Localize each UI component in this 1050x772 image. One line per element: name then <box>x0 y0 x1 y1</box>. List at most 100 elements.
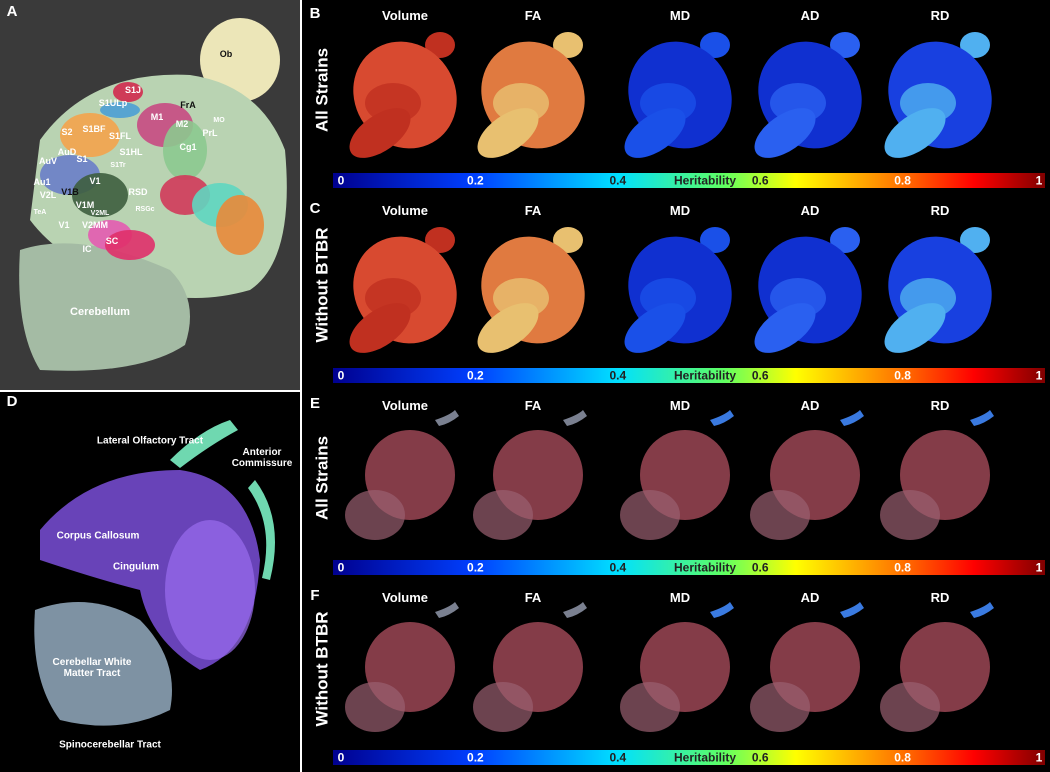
colorbar-tick-label: 1 <box>1035 750 1043 765</box>
region-label: V1 <box>58 220 70 231</box>
colorbar-tick-label: 0 <box>337 560 345 575</box>
colorbar <box>333 560 1045 575</box>
olfactory <box>830 32 860 58</box>
row-label: Without BTBR <box>312 611 332 727</box>
region-label: RSD <box>128 187 148 198</box>
column-title: MD <box>669 397 691 413</box>
cingulum <box>165 520 255 660</box>
tract-label: Anterior Commissure <box>231 447 293 469</box>
region-label: S1BF <box>82 124 106 135</box>
colorbar-tick-label: 1 <box>1035 368 1043 383</box>
cerebellum-top <box>477 108 539 158</box>
cerebellum-top <box>349 108 411 158</box>
column-title: MD <box>669 202 691 218</box>
cerebellum-top <box>754 108 816 158</box>
colorbar-tick-label: 0.6 <box>751 368 769 383</box>
cerebellum-side <box>473 682 533 732</box>
colorbar <box>333 750 1045 765</box>
colorbar-tick-label: 0.2 <box>467 173 484 188</box>
colorbar <box>333 173 1045 188</box>
colorbar-tick-label: 0.2 <box>467 560 484 575</box>
cerebellum-side <box>473 490 533 540</box>
region-label: S2 <box>61 127 73 138</box>
olfactory <box>960 227 990 253</box>
region-label: RSGc <box>135 206 155 214</box>
tract-label: Corpus Callosum <box>56 530 140 542</box>
brain-region <box>216 195 264 255</box>
colorbar-tick-label: 0.8 <box>894 368 911 383</box>
region-label: PrL <box>202 128 218 139</box>
panel-letter: F <box>310 586 320 604</box>
column-title: MD <box>669 7 691 23</box>
colorbar-title: Heritability <box>673 173 737 188</box>
region-label: AuV <box>39 156 57 167</box>
colorbar <box>333 368 1045 383</box>
tract-side <box>435 602 459 618</box>
column-title: AD <box>800 7 820 23</box>
colorbar-tick-label: 0 <box>337 368 345 383</box>
region-label: S1J <box>124 85 142 96</box>
region-label: S1FL <box>108 131 132 142</box>
region-label: M2 <box>175 119 189 130</box>
colorbar-tick-label: 0.4 <box>609 173 627 188</box>
colorbar-tick-label: 0.6 <box>751 560 769 575</box>
cerebellum-side <box>750 682 810 732</box>
cerebellum-top <box>884 303 946 353</box>
colorbar-tick-label: 0.8 <box>894 173 911 188</box>
cerebellum-top <box>349 303 411 353</box>
colorbar-tick-label: 0.6 <box>751 750 769 765</box>
colorbar-tick-label: 0.2 <box>467 368 484 383</box>
region-label: Ob <box>219 49 233 60</box>
brain-region <box>163 120 207 180</box>
region-label: S1ULp <box>98 98 128 109</box>
cerebellar-tract <box>34 602 173 726</box>
region-label: V1B <box>61 187 79 198</box>
tract-label: Cingulum <box>112 561 160 573</box>
column-title: FA <box>524 202 542 218</box>
olfactory <box>553 32 583 58</box>
olfactory <box>425 227 455 253</box>
anterior-commissure <box>248 480 275 580</box>
tract-label: Spinocerebellar Tract <box>59 739 161 751</box>
column-title: AD <box>800 589 820 605</box>
tract-side <box>563 410 587 426</box>
tract-side <box>840 602 864 618</box>
column-title: MD <box>669 589 691 605</box>
olfactory-bulb <box>200 18 280 102</box>
region-label: S1Tr <box>110 162 126 170</box>
column-title: RD <box>930 7 950 23</box>
olfactory <box>830 227 860 253</box>
colorbar-tick-label: 0.8 <box>894 560 911 575</box>
brain-region <box>60 113 120 157</box>
cerebellum-side <box>880 682 940 732</box>
region-label: FrA <box>180 100 196 111</box>
brain-region <box>113 82 143 102</box>
cerebellum-top <box>884 108 946 158</box>
tract-side <box>435 410 459 426</box>
region-label: V2L <box>39 190 57 201</box>
region-label: IC <box>82 244 92 255</box>
cerebellum-side <box>345 490 405 540</box>
cerebellum-top <box>477 303 539 353</box>
colorbar-tick-label: 0.4 <box>609 750 627 765</box>
cerebellum-side <box>620 682 680 732</box>
region-label: Cg1 <box>179 142 197 153</box>
region-label: V2MM <box>81 220 109 231</box>
olfactory <box>960 32 990 58</box>
region-label: Au1 <box>33 177 51 188</box>
tract-side <box>970 410 994 426</box>
panel-letter: C <box>309 199 321 217</box>
region-label: TeA <box>33 209 47 217</box>
cerebellum-side <box>620 490 680 540</box>
colorbar-tick-label: 0.4 <box>609 560 627 575</box>
region-label: V2ML <box>90 210 110 218</box>
colorbar-tick-label: 0.8 <box>894 750 911 765</box>
brain-region <box>72 173 128 217</box>
panel-letter: D <box>6 392 18 410</box>
colorbar-tick-label: 0 <box>337 173 345 188</box>
column-title: RD <box>930 589 950 605</box>
cerebellum-side <box>345 682 405 732</box>
column-title: RD <box>930 397 950 413</box>
region-label: SC <box>105 236 119 247</box>
